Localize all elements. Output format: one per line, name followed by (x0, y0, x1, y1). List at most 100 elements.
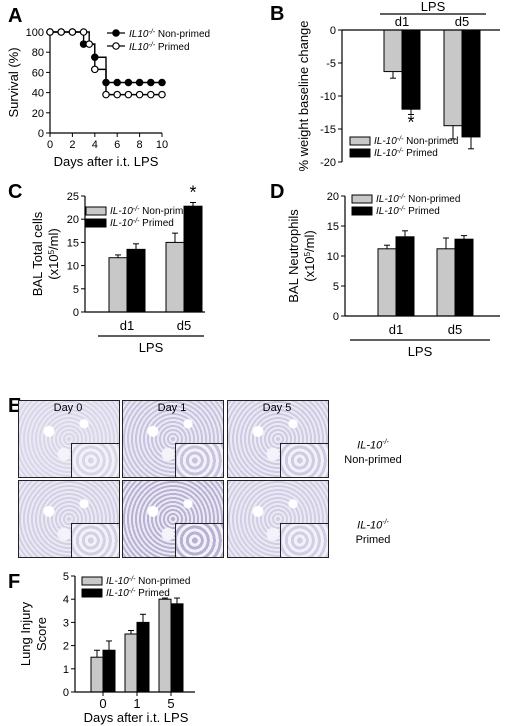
panel-f-legend-label: IL-10-/- Non-primed (106, 576, 190, 588)
panel-b-y-tick-label: -5 (326, 58, 336, 70)
panel-b-bar (443, 29, 463, 127)
panel-d-y-tick-label: 10 (327, 251, 339, 263)
panel-e-day-label: Day 1 (157, 402, 187, 414)
panel-e-histology-image (18, 400, 120, 478)
panel-a-y-tick-label: 40 (32, 88, 44, 100)
panel-c-legend-swatch (85, 206, 107, 216)
panel-e-day-label: Day 5 (262, 402, 292, 414)
panel-c-legend-label: IL-10-/- Non-primed (110, 206, 194, 218)
panel-a-series-0-point (147, 78, 155, 87)
panel-b-y-tick-label: -10 (320, 91, 336, 103)
panel-a-series-1-point (158, 90, 166, 99)
panel-d-lps-label: LPS (408, 344, 433, 359)
panel-d-bar (436, 248, 456, 317)
panel-a-series-0-point (113, 78, 122, 87)
panel-f-category-label: 1 (133, 696, 140, 711)
panel-a-y-tick-label: 0 (38, 128, 44, 140)
panel-a-series-1-point (68, 28, 77, 36)
panel-f-letter: F (8, 571, 20, 593)
panel-f-y-tick-label: 2 (63, 641, 69, 653)
panel-a-series-0-point (158, 78, 166, 87)
panel-e-histology-image (227, 400, 329, 478)
panel-a-y-axis-title: Survival (%) (6, 47, 21, 117)
panel-d-y-axis-unit: (x105/ml) (302, 230, 317, 281)
panel-c-y-tick-label: 25 (67, 191, 79, 203)
panel-b-significance-mark: * (407, 112, 414, 132)
panel-b-lps-label: LPS (421, 0, 446, 14)
panel-f-bar (102, 649, 116, 693)
panel-e-inset-image (175, 522, 223, 557)
panel-b-category-label: d1 (395, 14, 409, 29)
panel-e-inset-image (280, 442, 328, 477)
panel-c-legend-label: IL-10-/- Primed (110, 218, 174, 230)
panel-f-bar (90, 656, 104, 693)
panel-d-y-tick-label: 0 (333, 311, 339, 323)
panel-a-y-tick-label: 20 (32, 108, 44, 120)
panel-f-y-tick-label: 4 (63, 594, 69, 606)
panel-a-x-axis-title: Days after i.t. LPS (54, 154, 159, 169)
panel-a-legend-label: IL10-/- Primed (129, 42, 190, 54)
panel-b-bar (401, 29, 421, 110)
panel-a-series-1-point (147, 90, 155, 99)
panel-c-y-tick-label: 20 (67, 214, 79, 226)
panel-d-category-label: d1 (389, 322, 403, 337)
panel-d-category-label: d5 (448, 322, 462, 337)
panel-b-bar (461, 29, 481, 138)
panel-a-y-tick-label: 100 (26, 27, 44, 39)
panel-b-y-tick-label: -15 (320, 124, 336, 136)
panel-f-bar (136, 621, 150, 693)
panel-c-letter: C (8, 181, 22, 203)
panel-d-legend-label: IL-10-/- Non-primed (376, 194, 460, 206)
panel-d-legend-label: IL-10-/- Primed (376, 206, 440, 218)
panel-b-y-axis-title: % weight baseline change (296, 20, 311, 171)
panel-d-y-tick-label: 20 (327, 191, 339, 203)
panel-c-legend-swatch (85, 218, 107, 228)
panel-a-series-1-point (124, 90, 133, 99)
panel-d-y-tick-label: 15 (327, 221, 339, 233)
panel-b-category-label: d5 (455, 14, 469, 29)
panel-b-letter: B (270, 3, 284, 25)
panel-f-y-tick-label: 0 (63, 687, 69, 699)
panel-e-histology-image (122, 480, 224, 558)
panel-f-bar (158, 598, 172, 693)
panel-a-x-tick-label: 10 (156, 139, 168, 151)
panel-f-category-label: 0 (99, 696, 106, 711)
panel-f-y-tick-label: 3 (63, 617, 69, 629)
panel-d-bar (454, 238, 474, 317)
panel-c-bar (165, 241, 185, 313)
panel-a-series-0-point (135, 78, 144, 87)
panel-c-y-tick-label: 10 (67, 261, 79, 273)
panel-c-bar (108, 257, 128, 313)
panel-b-legend-swatch (349, 148, 371, 158)
panel-d-legend-swatch (351, 206, 373, 216)
panel-d-bar (395, 236, 415, 317)
panel-a-legend-label: IL10-/- Non-primed (129, 29, 210, 41)
panel-a-y-tick-label: 60 (32, 67, 44, 79)
panel-e-inset-image (175, 442, 223, 477)
panel-a-legend-marker (112, 42, 120, 50)
panel-a-series-1-point (91, 65, 99, 74)
panel-a-series-0-point (124, 78, 133, 87)
panel-e-histology-image (227, 480, 329, 558)
panel-c-category-label: d1 (120, 318, 134, 333)
panel-a-series-1-point (79, 28, 88, 36)
panel-c-y-tick-label: 5 (73, 284, 79, 296)
panel-b-legend-label: IL-10-/- Non-primed (374, 136, 458, 148)
panel-c-lps-label: LPS (139, 340, 164, 355)
panel-d-y-axis-title: BAL Neutrophils (286, 209, 301, 303)
panel-d-legend-swatch (351, 194, 373, 204)
panel-f-legend-label: IL-10-/- Primed (106, 588, 170, 600)
panel-c-y-axis-unit: (x105/ml) (46, 228, 61, 279)
panel-a-x-tick-label: 8 (137, 139, 143, 151)
panel-f-y-axis-title-line2: Score (34, 617, 49, 651)
panel-f-y-tick-label: 5 (63, 571, 69, 583)
panel-e-row-label: IL-10-/- Non-primed (344, 439, 402, 466)
panel-e-inset-image (71, 442, 119, 477)
panel-a-series-1-point (85, 40, 94, 48)
panel-a-x-tick-label: 4 (92, 139, 98, 151)
panel-f-category-label: 5 (167, 696, 174, 711)
panel-f-y-axis-title: Lung Injury (18, 601, 33, 666)
panel-c-y-tick-label: 0 (73, 307, 79, 319)
panel-a-series-1-point (57, 28, 66, 36)
